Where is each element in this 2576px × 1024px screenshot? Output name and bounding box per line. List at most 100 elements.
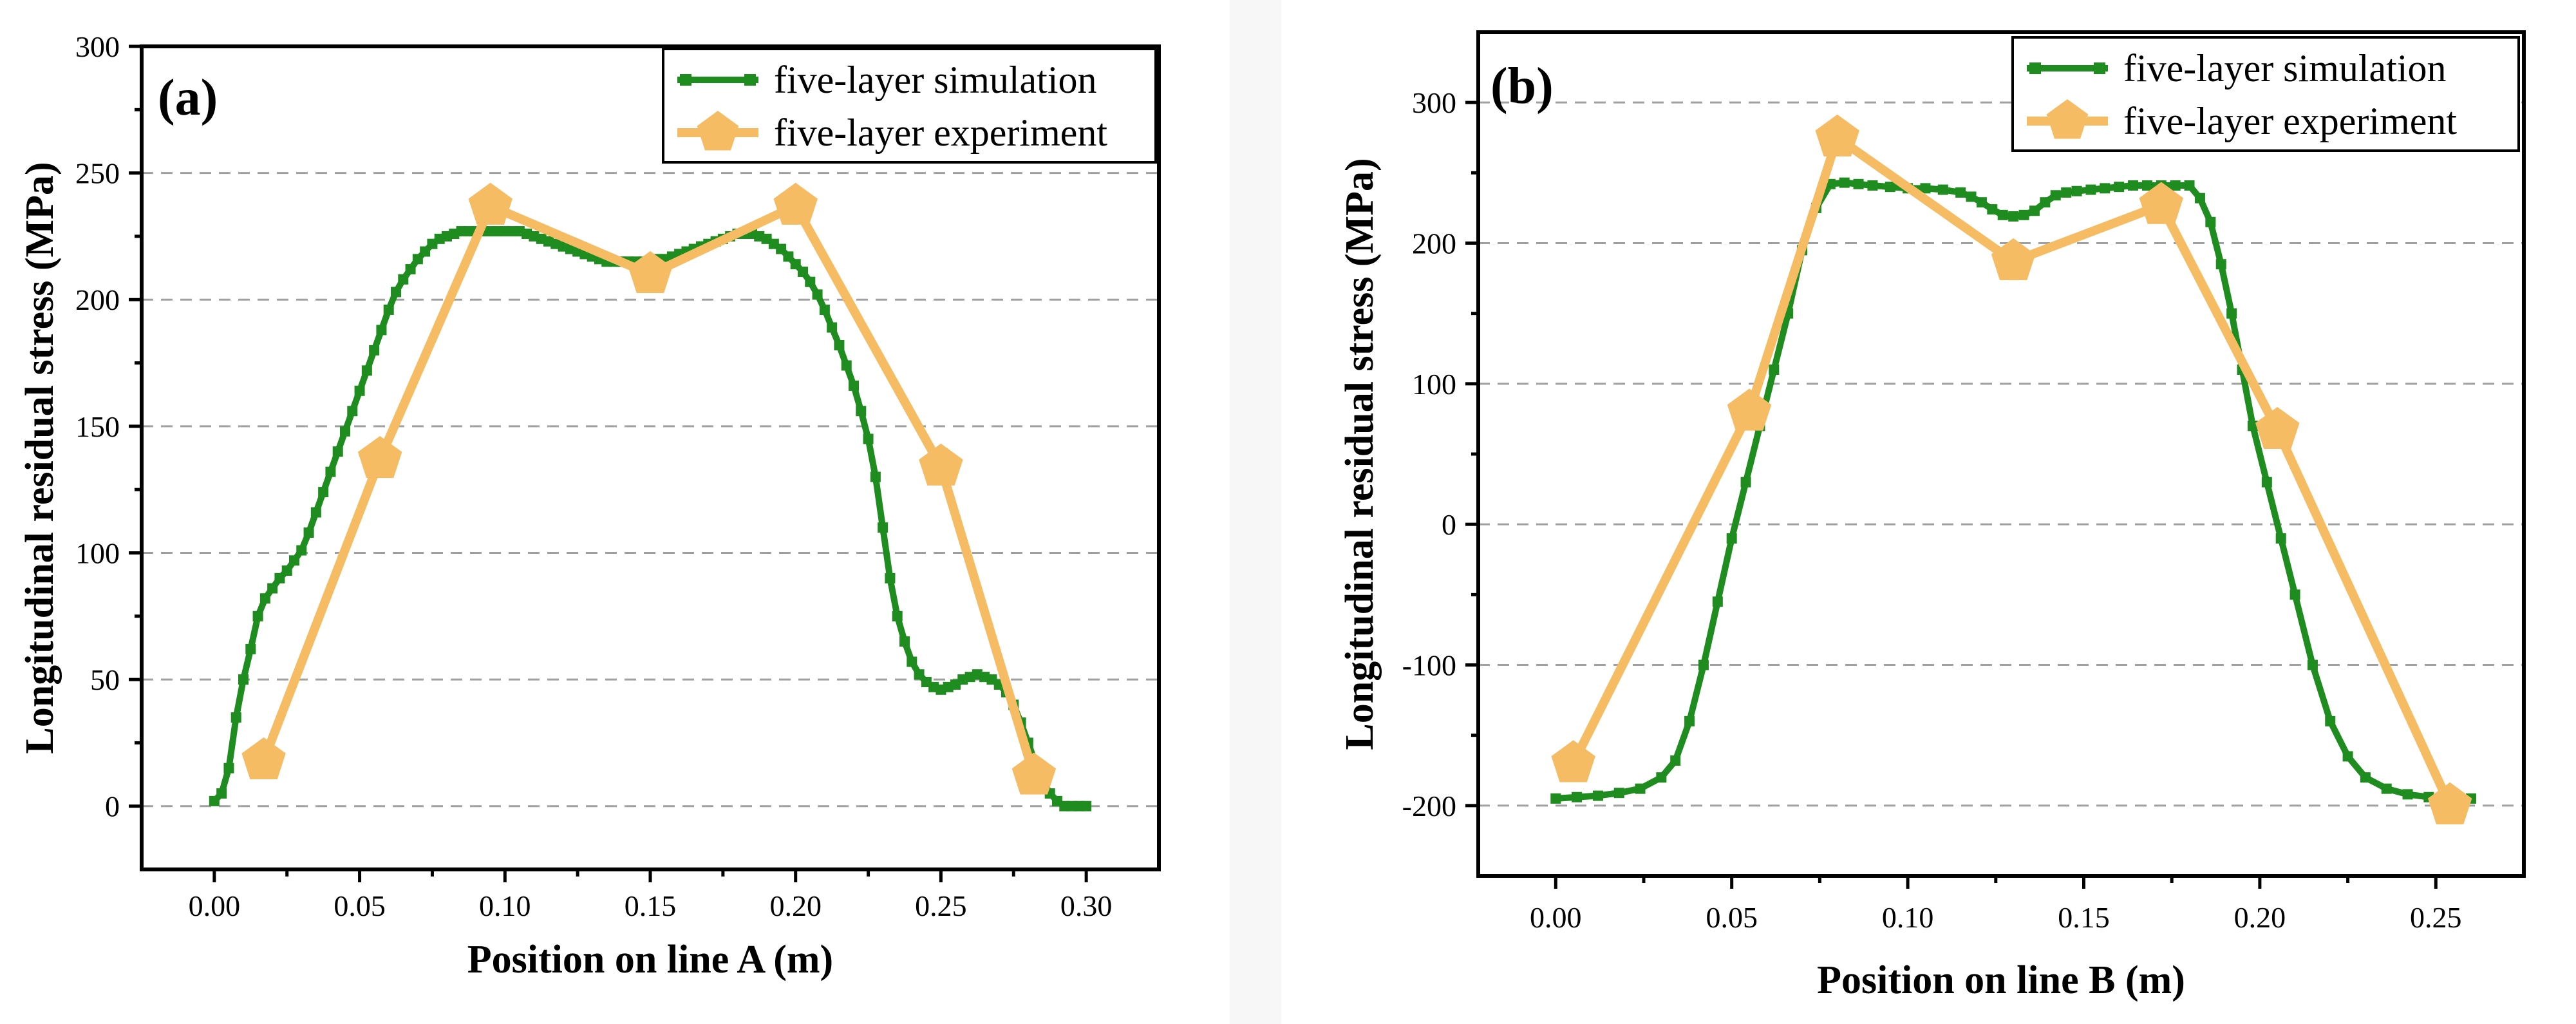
chart-a-ytick-label: 200 bbox=[75, 283, 120, 316]
chart-b-simulation-point bbox=[1656, 772, 1667, 783]
chart-a-experiment-point bbox=[1011, 752, 1057, 795]
chart-b-simulation-point bbox=[1740, 477, 1751, 488]
chart-a-experiment-point bbox=[628, 251, 673, 293]
chart-a-simulation-point bbox=[340, 426, 350, 437]
chart-b-simulation-point bbox=[2029, 205, 2040, 216]
chart-a-simulation-point bbox=[398, 274, 409, 285]
chart-b-simulation-point bbox=[2018, 209, 2029, 220]
chart-b-ytick-label: 200 bbox=[1412, 227, 1456, 260]
chart-a-simulation-point bbox=[856, 406, 867, 417]
chart-a-simulation-point bbox=[376, 325, 387, 336]
chart-b-simulation-point bbox=[1997, 209, 2008, 220]
chart-b-simulation-point bbox=[2071, 185, 2082, 196]
chart-b-ytick-label: 100 bbox=[1412, 368, 1456, 401]
chart-b-simulation-point bbox=[2215, 259, 2226, 270]
chart-b-simulation-point bbox=[1769, 365, 1780, 375]
chart-a-simulation-point bbox=[361, 365, 372, 376]
chart-b-simulation-point bbox=[1867, 180, 1878, 191]
chart-a-simulation-point bbox=[812, 289, 823, 300]
chart-a-xtick-label: 0.30 bbox=[1060, 889, 1113, 922]
chart-b-series-experiment-line bbox=[1569, 133, 2454, 808]
chart-a-simulation-point bbox=[841, 360, 852, 371]
chart-a-simulation-point bbox=[878, 522, 888, 533]
chart-b-simulation-point bbox=[2100, 183, 2111, 194]
chart-b-xtick-label: 0.10 bbox=[1882, 901, 1934, 934]
chart-a-legend-marker bbox=[744, 74, 756, 86]
chart-a-simulation-point bbox=[798, 266, 808, 277]
chart-a-simulation-point bbox=[223, 763, 234, 773]
chart-b-simulation-point bbox=[2275, 533, 2286, 544]
chart-a-simulation-point bbox=[391, 287, 401, 298]
chart-a-simulation-point bbox=[885, 573, 896, 583]
chart-b-simulation-point bbox=[2381, 783, 2392, 794]
chart-a-simulation-point bbox=[863, 433, 874, 444]
chart-b-simulation-point bbox=[1839, 177, 1850, 188]
chart-a-x-axis-title: Position on line A (m) bbox=[467, 938, 833, 981]
chart-b-simulation-point bbox=[1613, 788, 1624, 799]
chart-a-simulation-point bbox=[332, 446, 343, 457]
chart-b-simulation-point bbox=[2261, 477, 2272, 488]
chart-b-legend-marker bbox=[2046, 99, 2089, 139]
chart-b-simulation-point bbox=[2061, 187, 2072, 198]
chart-a-simulation-point bbox=[296, 545, 307, 556]
chart-b-simulation-point bbox=[2008, 211, 2019, 222]
chart-a-simulation-point bbox=[834, 340, 845, 351]
chart-b-simulation-point bbox=[2194, 193, 2205, 204]
chart-b-experiment-point bbox=[2255, 406, 2300, 449]
chart-b-simulation-point bbox=[1684, 716, 1695, 726]
chart-a-ytick-label: 100 bbox=[75, 536, 120, 569]
chart-b-xtick-label: 0.15 bbox=[2058, 901, 2110, 934]
chart-b-experiment-point bbox=[1551, 740, 1595, 782]
chart-b-simulation-point bbox=[1670, 755, 1681, 766]
chart-a-xtick-label: 0.20 bbox=[769, 889, 822, 922]
chart-b-simulation-point bbox=[1987, 204, 1998, 215]
chart-a-ytick-label: 150 bbox=[75, 410, 120, 443]
chart-b-ytick-label: -100 bbox=[1402, 649, 1456, 682]
chart-b-xtick-label: 0.00 bbox=[1530, 901, 1582, 934]
chart-a-experiment-point bbox=[241, 737, 286, 779]
chart-b-simulation-point bbox=[1712, 596, 1723, 607]
chart-b-plot-frame bbox=[1476, 30, 2526, 878]
chart-b-experiment-point bbox=[1815, 114, 1859, 156]
chart-a-plot-frame bbox=[140, 44, 1161, 871]
chart-b-simulation-point bbox=[2184, 180, 2195, 191]
chart-b-simulation-point bbox=[2289, 589, 2300, 600]
chart-b-simulation-point bbox=[1976, 197, 1987, 208]
chart-a-experiment-point bbox=[919, 443, 963, 486]
chart-b-simulation-point bbox=[2307, 659, 2318, 670]
chart-a-experiment-point bbox=[773, 182, 818, 225]
chart-b-xtick-label: 0.05 bbox=[1706, 901, 1758, 934]
chart-a-simulation-point bbox=[252, 611, 263, 621]
chart-b-simulation-point bbox=[2040, 197, 2051, 208]
chart-b-simulation-point bbox=[2170, 180, 2181, 191]
chart-b-simulation-point bbox=[2342, 751, 2353, 762]
chart-b-legend-label: five-layer experiment bbox=[2123, 100, 2457, 142]
chart-b-simulation-point bbox=[2050, 190, 2061, 201]
chart-b-simulation-point bbox=[1937, 184, 1948, 195]
chart-a-simulation-point bbox=[805, 276, 816, 287]
chart-b-simulation-point bbox=[1550, 793, 1561, 804]
chart-a-simulation-point bbox=[369, 345, 380, 356]
chart-a-simulation-point bbox=[325, 466, 336, 477]
chart-a-simulation-point bbox=[347, 406, 358, 417]
chart-a-legend-label: five-layer simulation bbox=[774, 59, 1097, 101]
chart-b-simulation-point bbox=[1592, 790, 1603, 801]
chart-b-ytick-label: -200 bbox=[1402, 790, 1456, 822]
chart-a-experiment-point bbox=[357, 436, 402, 479]
chart-a-simulation-point bbox=[281, 565, 292, 576]
chart-b-ytick-label: 300 bbox=[1412, 86, 1456, 119]
chart-a-simulation-point bbox=[318, 487, 329, 498]
chart-a-ytick-label: 50 bbox=[90, 663, 120, 696]
chart-a-simulation-point bbox=[819, 304, 830, 315]
chart-a-simulation-point bbox=[870, 471, 881, 482]
chart-b-legend-marker bbox=[2029, 62, 2041, 74]
chart-panel-a: 0 50 100 150 200 250 300 0.00 0.05 0.10 0.15 0.20 0.… bbox=[0, 0, 1230, 1024]
chart-a-simulation-point bbox=[354, 385, 365, 396]
chart-b-simulation-point bbox=[1572, 792, 1583, 802]
chart-a-simulation-point bbox=[303, 527, 314, 538]
chart-b-y-axis-title: Longitudinal residual stress (MPa) bbox=[1338, 158, 1382, 750]
chart-a-ytick-label: 300 bbox=[75, 30, 120, 63]
chart-b-panel-label: (b) bbox=[1490, 58, 1554, 115]
chart-b-simulation-point bbox=[1966, 191, 1977, 202]
chart-a-simulation-point bbox=[216, 788, 227, 799]
